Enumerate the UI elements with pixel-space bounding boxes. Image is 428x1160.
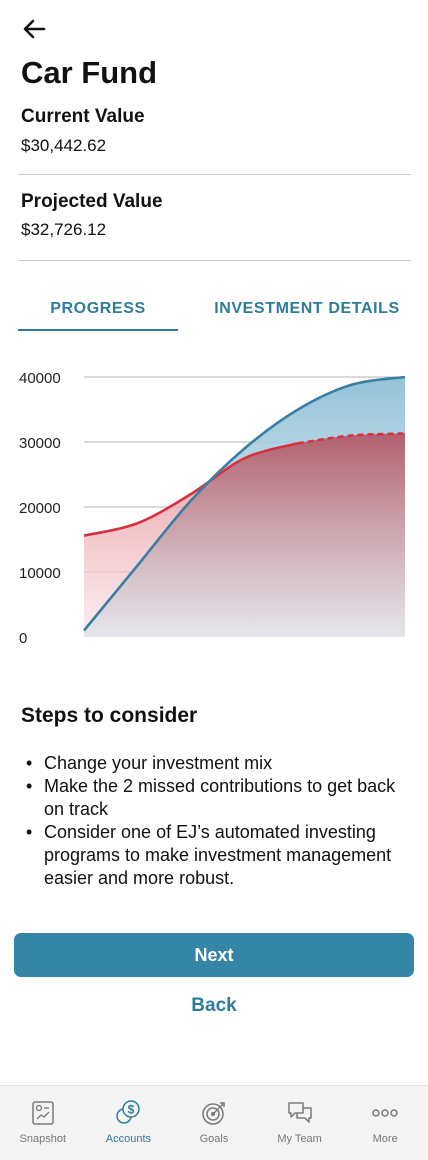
nav-label: Snapshot [19,1133,67,1145]
svg-text:$: $ [128,1103,135,1117]
red-series-line [83,442,299,537]
steps-list: Change your investment mix Make the 2 mi… [24,752,409,890]
nav-item-goals[interactable]: Goals [171,1086,257,1160]
nav-item-my-team[interactable]: My Team [257,1086,343,1160]
nav-label: Goals [199,1133,229,1145]
snapshot-icon [32,1101,54,1125]
projected-value-label: Projected Value [21,191,163,212]
page-title: Car Fund [21,55,158,90]
nav-label: More [372,1133,398,1145]
divider [18,260,411,261]
back-button[interactable]: Back [191,995,237,1016]
tab-active-indicator [18,329,178,331]
y-tick-label: 10000 [19,565,61,582]
current-value: $30,442.62 [21,136,107,155]
y-tick-label: 0 [19,630,27,647]
y-tick-label: 30000 [19,435,61,452]
bottom-nav: Snapshot $ Accounts Goals My Team Mor [0,1085,428,1160]
progress-chart: 40000 30000 20000 10000 0 [19,370,406,647]
next-button[interactable]: Next [14,933,414,977]
more-icon [372,1109,398,1117]
chat-icon [287,1102,312,1123]
projected-value: $32,726.12 [21,220,107,239]
list-item: Make the 2 missed contributions to get b… [24,775,409,821]
blue-series-line [82,375,406,632]
accounts-icon: $ [116,1100,141,1124]
list-item: Consider one of EJ’s automated investing… [24,821,409,890]
divider [18,174,411,175]
nav-item-more[interactable]: More [342,1086,428,1160]
overlap-area [84,433,405,637]
nav-label: Accounts [105,1133,152,1145]
current-value-label: Current Value [21,106,145,127]
red-series-projection-line [297,432,406,445]
list-item: Change your investment mix [24,752,409,775]
steps-title: Steps to consider [21,704,198,727]
tab-progress[interactable]: PROGRESS [50,300,146,317]
goals-icon [202,1102,225,1125]
tab-investment-details[interactable]: INVESTMENT DETAILS [214,300,400,317]
y-tick-label: 40000 [19,370,61,387]
nav-label: My Team [277,1133,322,1145]
arrow-left-icon[interactable] [18,14,50,46]
nav-item-accounts[interactable]: $ Accounts [86,1086,172,1160]
nav-item-snapshot[interactable]: Snapshot [0,1086,86,1160]
y-tick-label: 20000 [19,500,61,517]
